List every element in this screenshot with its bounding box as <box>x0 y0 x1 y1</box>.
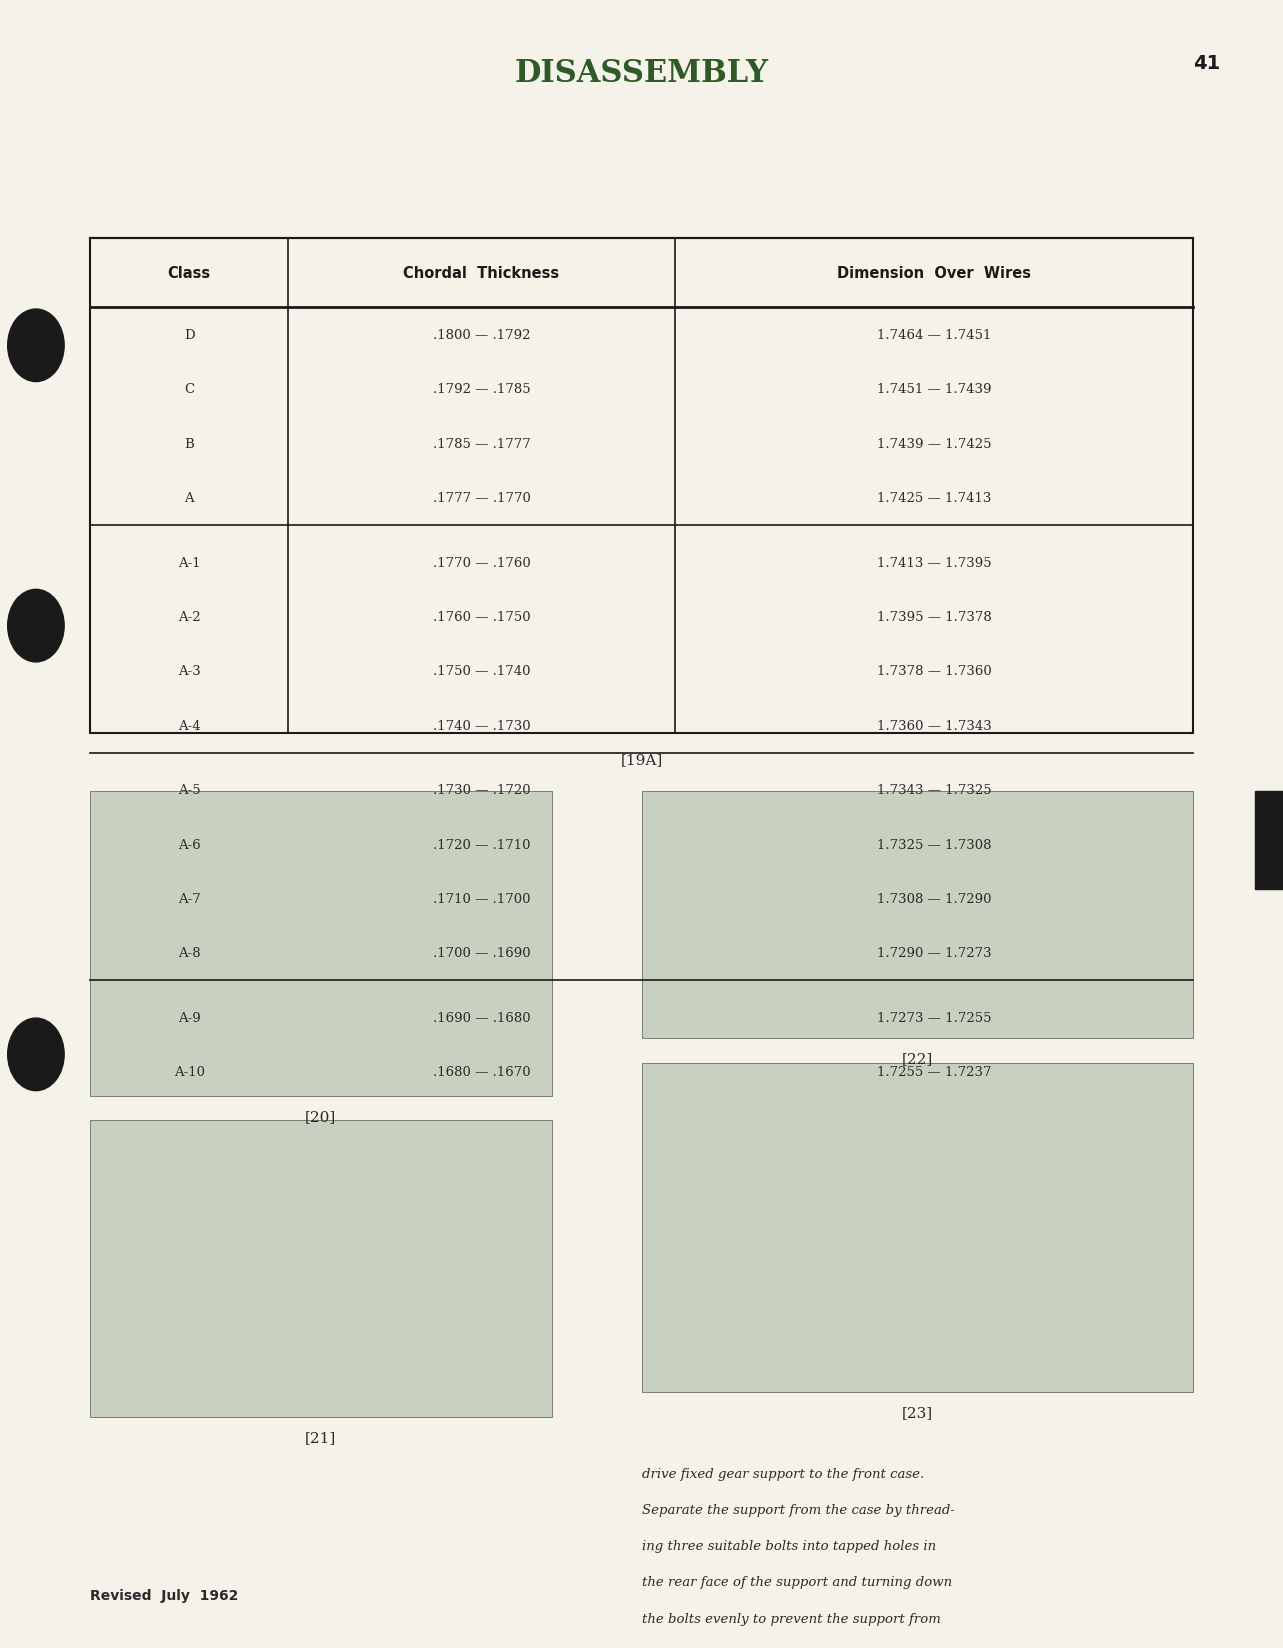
FancyBboxPatch shape <box>642 1063 1193 1393</box>
Text: [21]: [21] <box>305 1430 336 1444</box>
Text: A-2: A-2 <box>178 611 200 623</box>
Text: Chordal  Thickness: Chordal Thickness <box>403 265 559 282</box>
Bar <box>90 239 1193 733</box>
Text: A-3: A-3 <box>178 666 200 677</box>
Text: .1680 — .1670: .1680 — .1670 <box>432 1066 530 1078</box>
Text: A-5: A-5 <box>178 784 200 796</box>
Text: A-4: A-4 <box>178 720 200 732</box>
FancyBboxPatch shape <box>90 1121 552 1417</box>
Bar <box>1255 791 1283 890</box>
Text: .1785 — .1777: .1785 — .1777 <box>432 438 530 450</box>
Text: 1.7395 — 1.7378: 1.7395 — 1.7378 <box>876 611 992 623</box>
Text: the bolts evenly to prevent the support from: the bolts evenly to prevent the support … <box>642 1612 940 1625</box>
Text: A: A <box>185 493 194 504</box>
Text: A-1: A-1 <box>178 557 200 569</box>
Text: .1710 — .1700: .1710 — .1700 <box>432 893 530 905</box>
Text: 1.7255 — 1.7237: 1.7255 — 1.7237 <box>876 1066 992 1078</box>
Text: [22]: [22] <box>902 1051 933 1065</box>
Text: .1720 — .1710: .1720 — .1710 <box>432 839 530 850</box>
Text: 1.7360 — 1.7343: 1.7360 — 1.7343 <box>876 720 992 732</box>
Text: 1.7290 — 1.7273: 1.7290 — 1.7273 <box>876 948 992 959</box>
Text: .1760 — .1750: .1760 — .1750 <box>432 611 530 623</box>
Text: .1777 — .1770: .1777 — .1770 <box>432 493 530 504</box>
Text: [23]: [23] <box>902 1406 933 1419</box>
Text: .1740 — .1730: .1740 — .1730 <box>432 720 530 732</box>
Text: 1.7464 — 1.7451: 1.7464 — 1.7451 <box>876 330 990 341</box>
Circle shape <box>8 310 64 382</box>
Text: .1770 — .1760: .1770 — .1760 <box>432 557 530 569</box>
Text: .1730 — .1720: .1730 — .1720 <box>432 784 530 796</box>
Text: A-8: A-8 <box>178 948 200 959</box>
Text: Class: Class <box>168 265 210 282</box>
Text: .1750 — .1740: .1750 — .1740 <box>432 666 530 677</box>
Text: 1.7325 — 1.7308: 1.7325 — 1.7308 <box>876 839 992 850</box>
Text: [20]: [20] <box>305 1109 336 1122</box>
Text: 1.7413 — 1.7395: 1.7413 — 1.7395 <box>876 557 992 569</box>
Circle shape <box>8 1018 64 1091</box>
Text: 1.7451 — 1.7439: 1.7451 — 1.7439 <box>876 384 992 396</box>
Text: 1.7343 — 1.7325: 1.7343 — 1.7325 <box>876 784 992 796</box>
Text: Separate the support from the case by thread-: Separate the support from the case by th… <box>642 1503 955 1516</box>
Text: Revised  July  1962: Revised July 1962 <box>90 1589 239 1602</box>
Text: 1.7378 — 1.7360: 1.7378 — 1.7360 <box>876 666 992 677</box>
Text: ing three suitable bolts into tapped holes in: ing three suitable bolts into tapped hol… <box>642 1539 935 1552</box>
FancyBboxPatch shape <box>642 791 1193 1038</box>
Text: drive fixed gear support to the front case.: drive fixed gear support to the front ca… <box>642 1467 924 1480</box>
Circle shape <box>8 590 64 662</box>
Text: A-6: A-6 <box>178 839 200 850</box>
Text: D: D <box>183 330 195 341</box>
Text: A-10: A-10 <box>173 1066 204 1078</box>
Text: 1.7273 — 1.7255: 1.7273 — 1.7255 <box>876 1012 992 1023</box>
Text: .1700 — .1690: .1700 — .1690 <box>432 948 530 959</box>
Text: [19A]: [19A] <box>621 753 662 766</box>
FancyBboxPatch shape <box>90 791 552 1096</box>
Text: A-7: A-7 <box>178 893 200 905</box>
Text: .1690 — .1680: .1690 — .1680 <box>432 1012 530 1023</box>
Text: 1.7439 — 1.7425: 1.7439 — 1.7425 <box>876 438 992 450</box>
Text: DISASSEMBLY: DISASSEMBLY <box>514 58 769 89</box>
Text: .1792 — .1785: .1792 — .1785 <box>432 384 530 396</box>
Text: 41: 41 <box>1193 54 1220 74</box>
Text: 1.7308 — 1.7290: 1.7308 — 1.7290 <box>876 893 992 905</box>
Text: .1800 — .1792: .1800 — .1792 <box>432 330 530 341</box>
Text: 1.7425 — 1.7413: 1.7425 — 1.7413 <box>876 493 990 504</box>
Text: A-9: A-9 <box>178 1012 200 1023</box>
Text: Dimension  Over  Wires: Dimension Over Wires <box>837 265 1032 282</box>
Text: the rear face of the support and turning down: the rear face of the support and turning… <box>642 1575 952 1589</box>
Text: B: B <box>185 438 194 450</box>
Text: C: C <box>183 384 194 396</box>
